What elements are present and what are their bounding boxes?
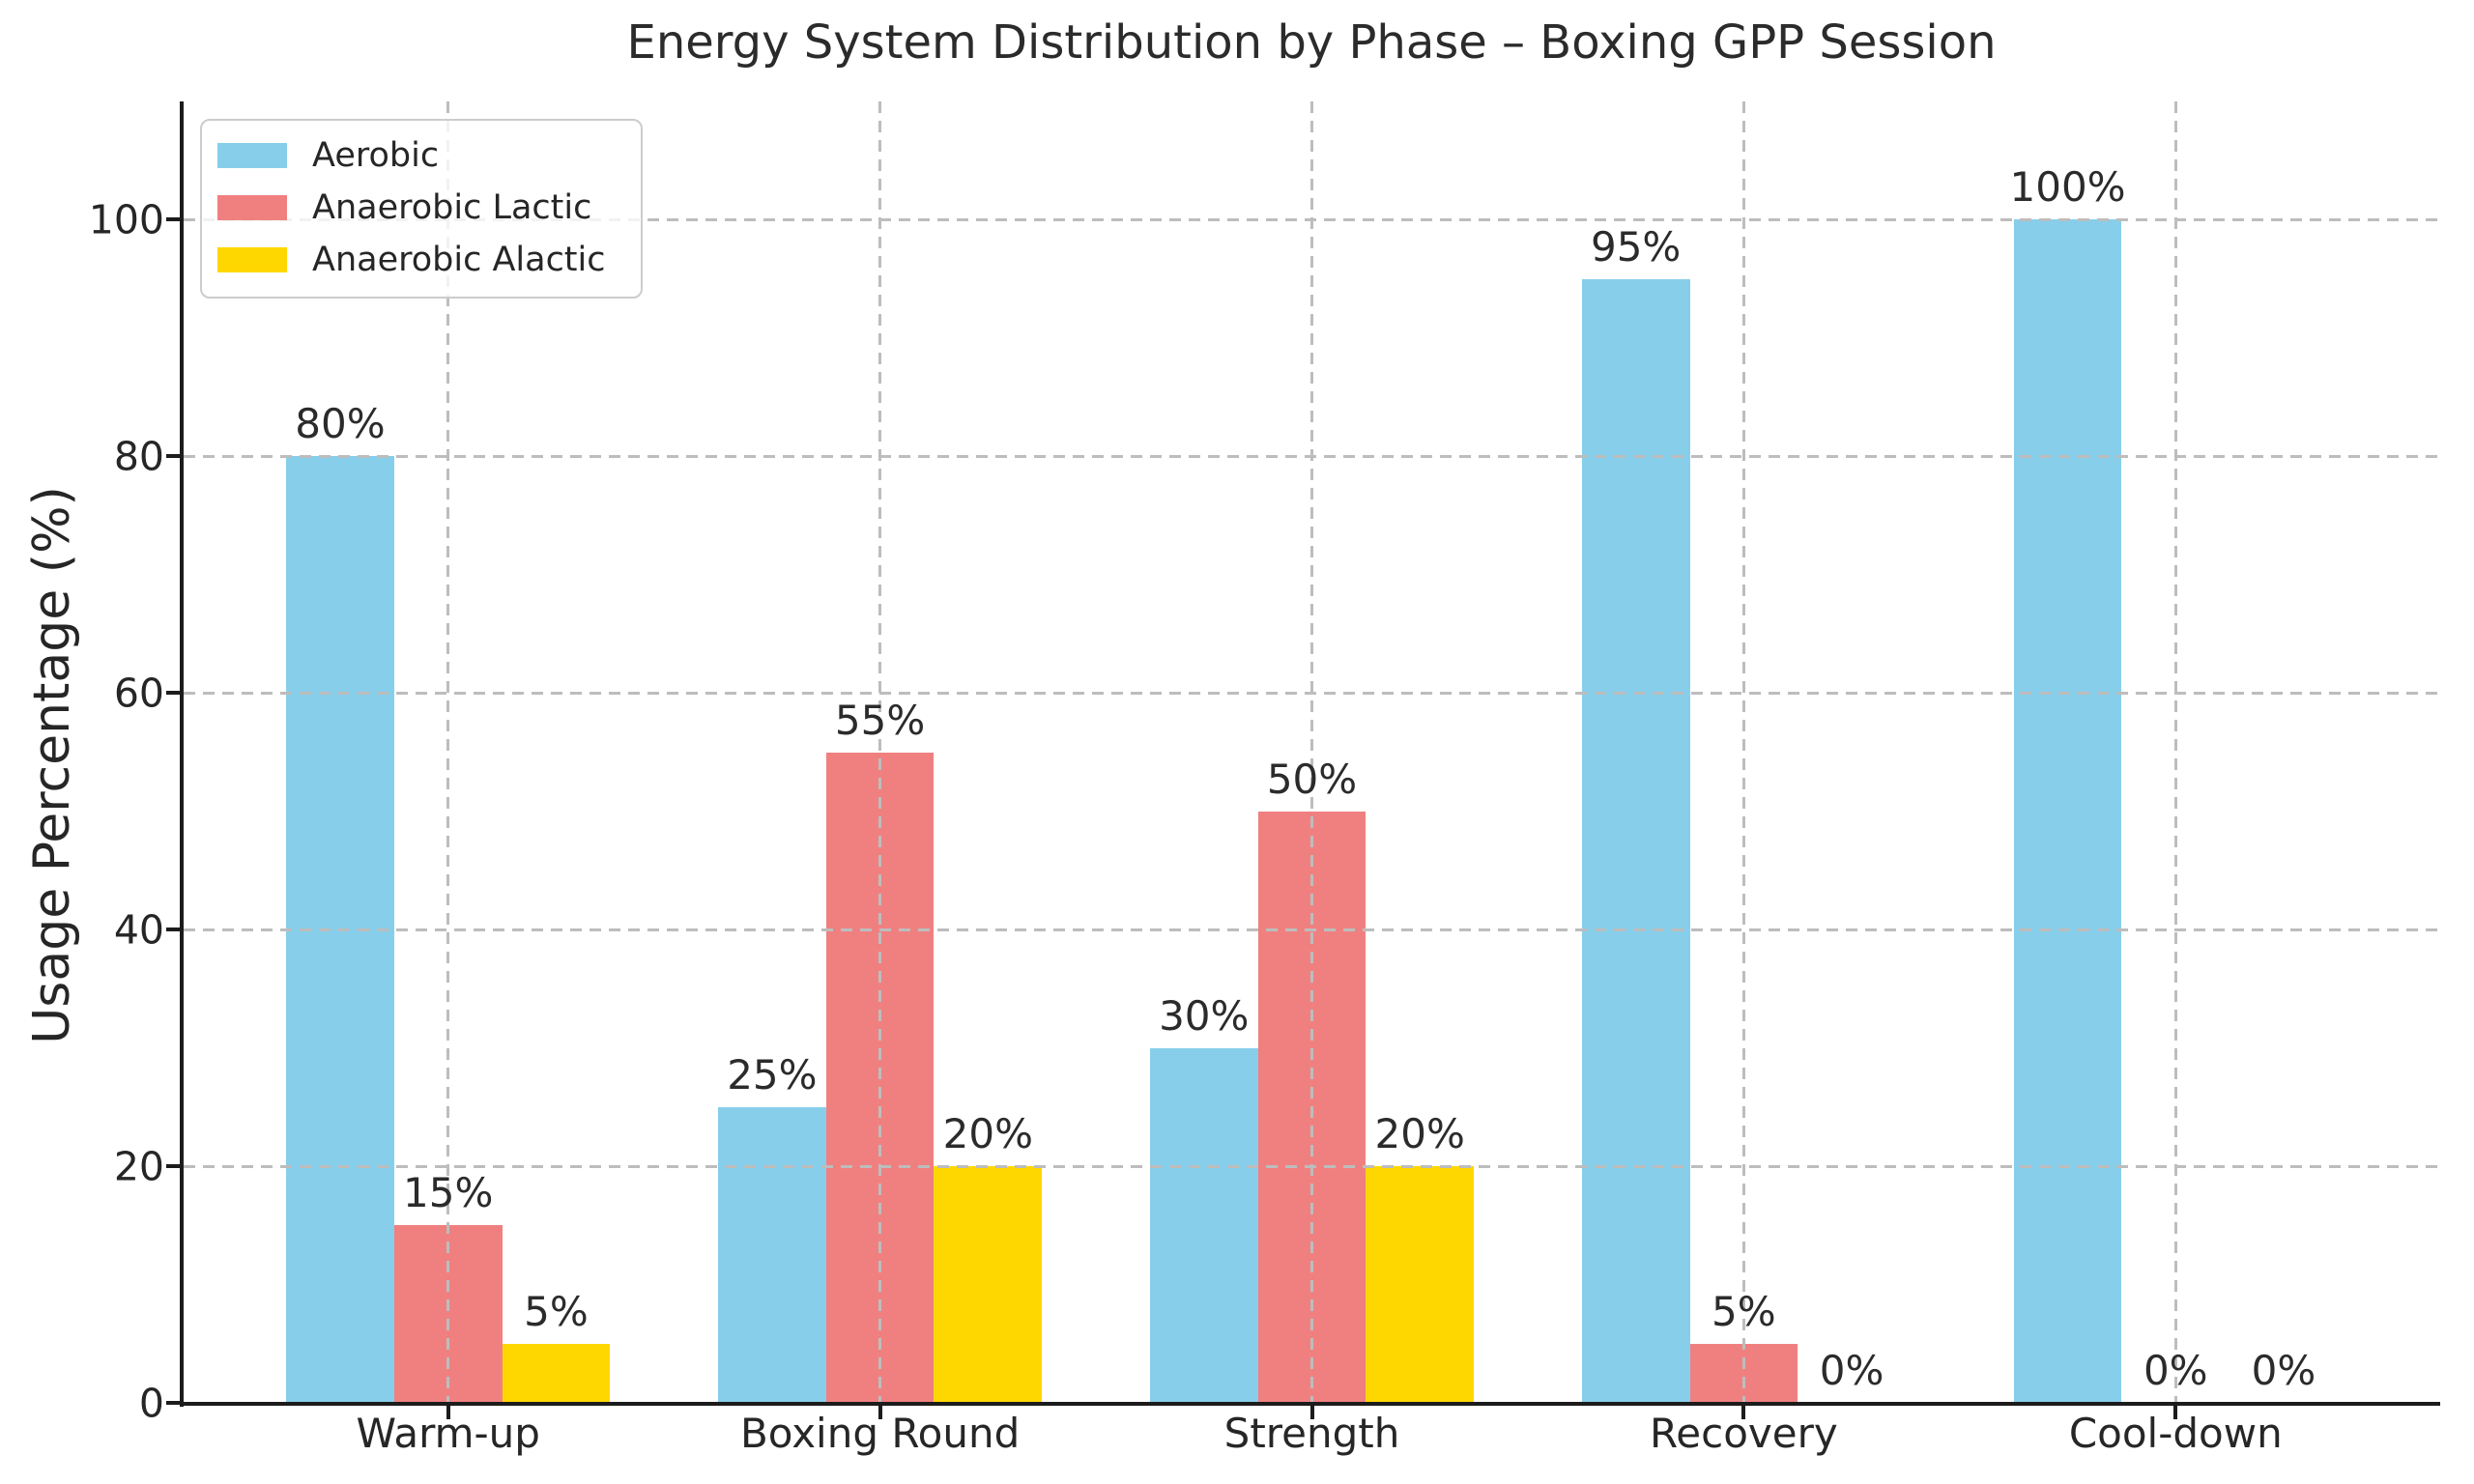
- value-label-aerobic-boxing-round: 25%: [727, 1050, 818, 1099]
- legend-label: Anaerobic Lactic: [312, 188, 592, 227]
- value-suffix: %: [778, 1050, 818, 1099]
- tick-x-boxing-round: [877, 1406, 882, 1419]
- value-suffix: %: [454, 1169, 494, 1217]
- value-label-anaerobic-alactic-warm-up: 5%: [524, 1287, 589, 1335]
- xtick-label-warm-up: Warm-up: [356, 1410, 540, 1457]
- value-suffix: %: [2086, 163, 2126, 212]
- value-suffix: %: [549, 1287, 589, 1335]
- tick-y-60: [166, 691, 180, 696]
- value-number: 0: [2251, 1346, 2278, 1394]
- value-label-anaerobic-lactic-strength: 50%: [1266, 755, 1358, 803]
- value-suffix: %: [2169, 1346, 2208, 1394]
- tick-x-recovery: [1741, 1406, 1746, 1419]
- value-number: 50: [1266, 755, 1319, 803]
- value-number: 0: [1819, 1346, 1846, 1394]
- tick-x-warm-up: [446, 1406, 450, 1419]
- value-suffix: %: [1210, 991, 1250, 1040]
- gridline-x-boxing-round: [878, 101, 882, 1403]
- gridline-x-strength: [1310, 101, 1313, 1403]
- ytick-label-60: 60: [113, 670, 164, 717]
- legend-swatch-anaerobic-alactic: [217, 247, 287, 272]
- tick-y-80: [166, 454, 180, 459]
- ytick-label-100: 100: [88, 196, 164, 243]
- value-suffix: %: [346, 400, 386, 448]
- value-label-anaerobic-lactic-recovery: 5%: [1712, 1287, 1776, 1335]
- legend-swatch-anaerobic-lactic: [217, 195, 287, 220]
- value-label-anaerobic-lactic-warm-up: 15%: [403, 1171, 493, 1215]
- value-suffix: %: [886, 696, 926, 744]
- tick-y-100: [166, 217, 180, 222]
- chart-title: Energy System Distribution by Phase – Bo…: [626, 15, 1997, 70]
- xtick-label-recovery: Recovery: [1650, 1410, 1838, 1457]
- value-suffix: %: [1425, 1109, 1465, 1157]
- value-suffix: %: [994, 1109, 1034, 1157]
- value-label-anaerobic-alactic-boxing-round: 20%: [942, 1109, 1034, 1157]
- value-number: 15: [403, 1169, 455, 1217]
- bar-anaerobic-alactic-boxing-round: [934, 1166, 1043, 1403]
- tick-y-0: [166, 1401, 180, 1405]
- legend-row-anaerobic-alactic: Anaerobic Alactic: [217, 241, 606, 279]
- tick-x-cool-down: [2173, 1406, 2178, 1419]
- gridline-x-recovery: [1741, 101, 1745, 1403]
- xtick-label-cool-down: Cool-down: [2068, 1410, 2283, 1457]
- ytick-label-80: 80: [113, 433, 164, 480]
- value-number: 20: [942, 1109, 995, 1157]
- value-label-anaerobic-alactic-strength: 20%: [1374, 1109, 1465, 1157]
- bar-anaerobic-alactic-warm-up: [502, 1343, 611, 1403]
- value-label-aerobic-warm-up: 80%: [295, 402, 385, 446]
- gridline-x-warm-up: [446, 101, 450, 1403]
- value-number: 95: [1590, 222, 1643, 271]
- tick-x-strength: [1309, 1406, 1314, 1419]
- value-number: 20: [1374, 1109, 1426, 1157]
- y-axis-spine: [180, 101, 184, 1407]
- gridline-x-cool-down: [2173, 101, 2177, 1403]
- tick-y-40: [166, 928, 180, 932]
- value-number: 30: [1159, 991, 1211, 1040]
- legend: Aerobic Anaerobic Lactic Anaerobic Alactic: [200, 119, 643, 299]
- ytick-label-40: 40: [113, 906, 164, 954]
- bar-aerobic-recovery: [1581, 278, 1690, 1403]
- legend-row-anaerobic-lactic: Anaerobic Lactic: [217, 188, 606, 227]
- legend-row-aerobic: Aerobic: [217, 136, 606, 175]
- tick-y-20: [166, 1164, 180, 1169]
- value-number: 0: [2143, 1346, 2170, 1394]
- legend-swatch-aerobic: [217, 143, 287, 168]
- x-axis-spine: [180, 1402, 2440, 1406]
- value-label-anaerobic-lactic-cool-down: 0%: [2143, 1346, 2208, 1394]
- bar-anaerobic-alactic-strength: [1366, 1166, 1475, 1403]
- value-number: 80: [295, 400, 347, 448]
- ytick-label-20: 20: [113, 1143, 164, 1190]
- value-label-anaerobic-lactic-boxing-round: 55%: [835, 698, 925, 742]
- ytick-label-0: 0: [138, 1380, 164, 1427]
- value-label-anaerobic-alactic-recovery: 0%: [1819, 1346, 1884, 1394]
- xtick-label-boxing-round: Boxing Round: [739, 1410, 1021, 1457]
- value-suffix: %: [2277, 1346, 2316, 1394]
- value-suffix: %: [1318, 755, 1358, 803]
- value-label-anaerobic-alactic-cool-down: 0%: [2251, 1346, 2316, 1394]
- legend-label: Anaerobic Alactic: [312, 241, 606, 279]
- value-label-aerobic-cool-down: 100%: [2010, 165, 2126, 210]
- value-label-aerobic-strength: 30%: [1159, 993, 1249, 1038]
- legend-label: Aerobic: [312, 136, 440, 175]
- value-number: 100: [2009, 163, 2087, 212]
- bar-aerobic-cool-down: [2013, 219, 2122, 1403]
- value-suffix: %: [1642, 222, 1682, 271]
- value-suffix: %: [1845, 1346, 1884, 1394]
- value-label-aerobic-recovery: 95%: [1591, 224, 1681, 269]
- bar-aerobic-strength: [1149, 1047, 1258, 1403]
- value-number: 5: [1712, 1287, 1738, 1335]
- value-number: 25: [727, 1050, 779, 1099]
- value-number: 5: [524, 1287, 550, 1335]
- xtick-label-strength: Strength: [1223, 1410, 1400, 1457]
- value-suffix: %: [1737, 1287, 1776, 1335]
- bar-aerobic-boxing-round: [718, 1106, 826, 1403]
- value-number: 55: [834, 696, 887, 744]
